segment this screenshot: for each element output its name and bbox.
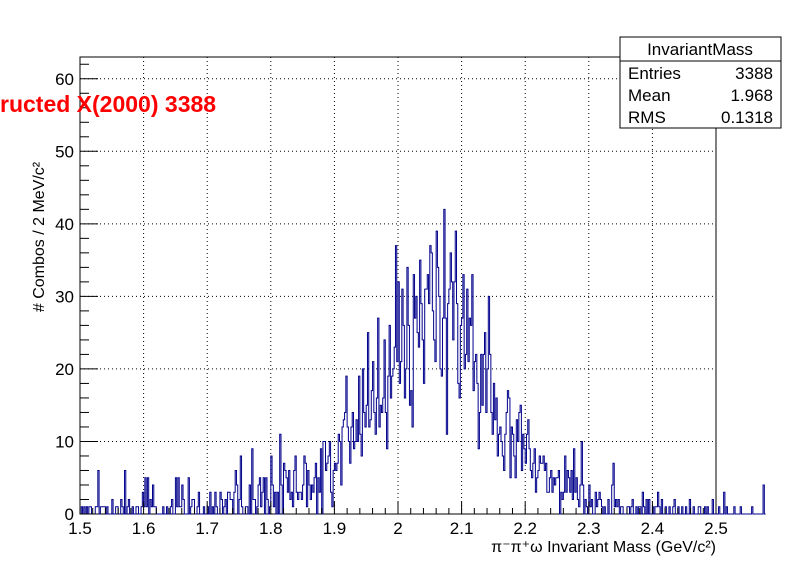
stats-box: InvariantMass Entries 3388 Mean 1.968 RM… [619, 36, 782, 129]
x-tick-label: 2.3 [577, 519, 601, 538]
stats-rms-value: 0.1318 [721, 108, 773, 127]
stats-box-title: InvariantMass [647, 40, 753, 59]
stats-box-frame [619, 36, 782, 129]
stats-mean-label: Mean [628, 86, 671, 105]
x-axis-ticks [79, 502, 717, 514]
y-tick-label: 0 [65, 505, 74, 524]
stats-entries-value: 3388 [735, 64, 773, 83]
x-axis-tick-labels: 1.5 1.6 1.7 1.8 1.9 2 2.1 2.2 2.3 2.4 2.5 [68, 519, 728, 538]
y-axis-ticks [80, 63, 98, 515]
y-axis-tick-labels: 0 10 20 30 40 50 60 [55, 70, 74, 524]
y-tick-label: 40 [55, 215, 74, 234]
x-tick-label: 2 [393, 519, 402, 538]
x-tick-label: 2.4 [641, 519, 665, 538]
y-axis-title: # Combos / 2 MeV/c² [31, 161, 48, 312]
x-tick-label: 2.5 [704, 519, 728, 538]
x-axis-title: π⁻π⁺ω Invariant Mass (GeV/c²) [491, 539, 716, 556]
y-tick-label: 10 [55, 432, 74, 451]
x-tick-label: 1.8 [259, 519, 283, 538]
x-tick-label: 1.9 [323, 519, 347, 538]
y-tick-label: 30 [55, 287, 74, 306]
x-tick-label: 1.6 [132, 519, 156, 538]
y-tick-label: 60 [55, 70, 74, 89]
histogram-series [80, 208, 766, 515]
x-tick-label: 1.7 [195, 519, 219, 538]
stats-mean-value: 1.968 [730, 86, 773, 105]
stats-entries-label: Entries [628, 64, 681, 83]
x-tick-label: 2.1 [450, 519, 474, 538]
overlay-title: ructed X(2000) 3388 [0, 91, 216, 117]
x-tick-label: 1.5 [68, 519, 92, 538]
stats-rms-label: RMS [628, 108, 666, 127]
x-tick-label: 2.2 [513, 519, 537, 538]
y-tick-label: 50 [55, 142, 74, 161]
y-tick-label: 20 [55, 360, 74, 379]
